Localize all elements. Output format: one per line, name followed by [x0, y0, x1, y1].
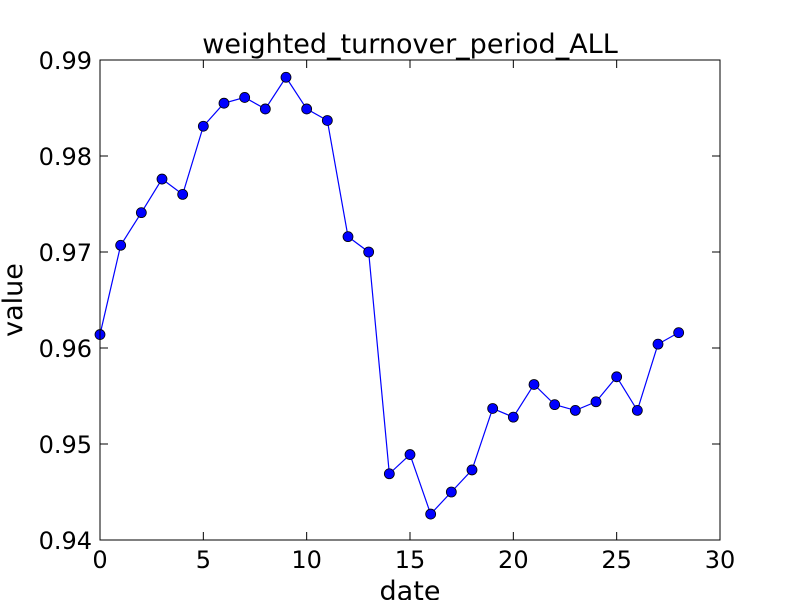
data-point: [301, 103, 313, 115]
data-point: [631, 404, 643, 416]
x-tick-label: 15: [395, 546, 426, 574]
data-point: [135, 207, 147, 219]
data-point: [218, 97, 230, 109]
data-point: [652, 338, 664, 350]
axis-ticks: 0 5 10 15 20 25 30 0.94 0.95 0.96 0.97 0.98 0.99: [39, 47, 736, 574]
data-point: [445, 486, 457, 498]
data-point: [259, 103, 271, 115]
y-tick-label: 0.95: [39, 431, 92, 459]
data-point: [507, 411, 519, 423]
data-point: [673, 327, 685, 339]
data-point: [404, 449, 416, 460]
data-point: [528, 379, 540, 390]
y-tick-label: 0.94: [39, 527, 92, 555]
data-point: [342, 231, 354, 243]
data-point: [280, 71, 292, 83]
y-tick-label: 0.96: [39, 335, 92, 363]
y-axis-label: value: [0, 263, 29, 337]
data-point: [177, 188, 189, 200]
data-point: [239, 92, 251, 103]
data-point: [321, 115, 333, 126]
data-point: [425, 508, 437, 520]
data-point: [383, 468, 395, 480]
data-point: [115, 239, 127, 251]
y-tick-label: 0.99: [39, 47, 92, 75]
plot-frame: [99, 59, 721, 541]
data-point: [569, 404, 581, 416]
data-series: [94, 71, 685, 520]
x-tick-label: 20: [498, 546, 529, 574]
data-point: [611, 371, 623, 383]
data-point: [156, 173, 168, 185]
data-point: [363, 246, 375, 258]
data-point: [466, 464, 478, 476]
data-point: [487, 403, 499, 414]
data-point: [197, 120, 209, 132]
x-tick-label: 10: [291, 546, 322, 574]
x-tick-label: 5: [196, 546, 211, 574]
x-tick-label: 0: [92, 546, 107, 574]
data-point: [590, 396, 602, 408]
data-point: [549, 399, 561, 411]
y-tick-label: 0.97: [39, 239, 92, 267]
chart-title: weighted_turnover_period_ALL: [202, 29, 618, 60]
x-tick-label: 25: [601, 546, 632, 574]
x-axis-label: date: [380, 576, 441, 600]
y-tick-label: 0.98: [39, 143, 92, 171]
x-tick-label: 30: [705, 546, 736, 574]
